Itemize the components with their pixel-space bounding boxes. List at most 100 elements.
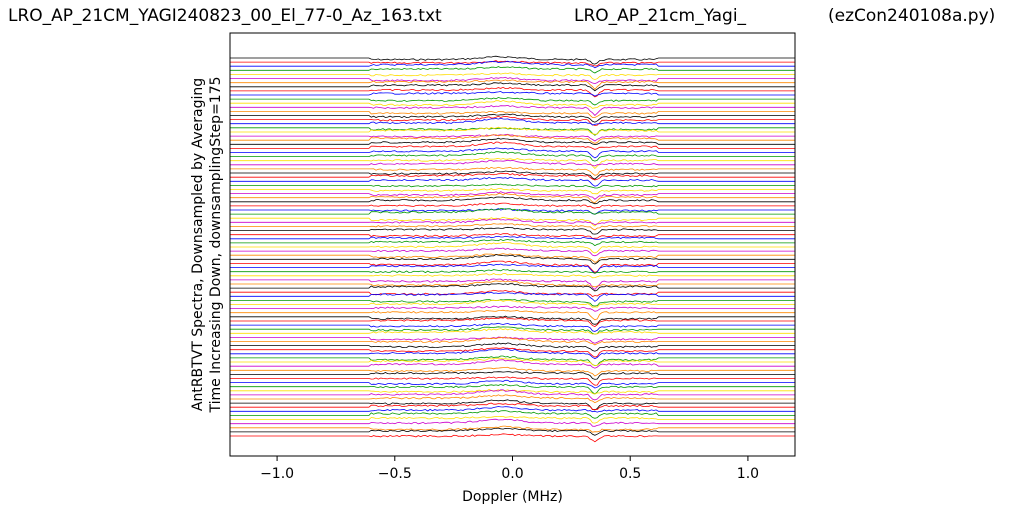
spectrum-trace: [230, 151, 795, 162]
spectrum-trace: [230, 315, 795, 325]
spectrum-trace: [230, 269, 795, 274]
spectrum-trace: [230, 196, 795, 205]
spectrum-trace: [230, 241, 795, 254]
x-axis-ticks: −1.0 −0.5 0.0 0.5 1.0: [260, 456, 759, 482]
spectrum-trace: [230, 60, 795, 69]
spectrum-trace: [230, 238, 795, 247]
plot-frame: [229, 32, 796, 457]
program-title: (ezCon240108a.py): [828, 6, 996, 26]
spectrum-trace: [230, 283, 795, 292]
spectrum-trace: [230, 309, 795, 321]
spectrum-trace: [230, 366, 795, 377]
spectrum-trace: [230, 173, 795, 181]
spectrum-trace: [230, 383, 795, 395]
spectrum-trace: [230, 166, 795, 176]
spectra-traces: [230, 55, 795, 443]
spectrum-trace: [230, 187, 795, 195]
spectrum-trace: [230, 289, 795, 297]
spectrum-trace: [230, 376, 795, 386]
spectrum-trace: [230, 170, 795, 180]
spectrum-trace: [230, 115, 795, 126]
spectrum-trace: [230, 359, 795, 369]
spectrum-trace: [230, 254, 795, 265]
spectrum-trace: [230, 208, 795, 215]
spectrum-trace: [230, 399, 795, 411]
x-tick-label: 1.0: [737, 466, 759, 482]
spectrum-trace: [230, 55, 795, 65]
y-axis-label-line1: AntRBTVT Spectra, Downsampled by Averagi…: [190, 78, 206, 411]
x-tick-label: 0.0: [501, 466, 523, 482]
spectrum-trace: [230, 193, 795, 204]
spectrum-trace: [230, 425, 795, 433]
spectrum-trace: [230, 415, 795, 424]
spectrum-trace: [230, 159, 795, 167]
spectrum-trace: [230, 348, 795, 360]
spectrum-trace: [230, 347, 795, 358]
spectrum-trace: [230, 298, 795, 307]
spectrum-trace: [230, 280, 795, 288]
spectrum-trace: [230, 86, 795, 98]
spectrum-trace: [230, 104, 795, 116]
spectrum-trace: [230, 233, 795, 239]
spectrum-trace: [230, 253, 795, 263]
antenna-title: LRO_AP_21cm_Yagi_: [574, 6, 747, 26]
spectrum-trace: [230, 316, 795, 328]
spectrum-trace: [230, 263, 795, 274]
file-title: LRO_AP_21CM_YAGI240823_00_El_77-0_Az_163…: [8, 6, 442, 26]
spectrum-trace: [230, 218, 795, 226]
spectrum-trace: [230, 91, 795, 97]
spectrum-trace: [230, 299, 795, 308]
spectrum-trace: [230, 223, 795, 231]
spectrum-trace: [230, 235, 795, 240]
spectrum-trace: [230, 126, 795, 135]
spectrum-trace: [230, 336, 795, 346]
spectrum-trace: [230, 82, 795, 92]
spectrum-trace: [230, 176, 795, 187]
x-axis-label: Doppler (MHz): [462, 489, 563, 505]
spectrum-trace: [230, 406, 795, 413]
spectrum-trace: [230, 191, 795, 200]
x-tick-label: −0.5: [378, 466, 412, 482]
spectrum-trace: [230, 410, 795, 419]
spectrum-trace: [230, 66, 795, 74]
spectrum-trace: [230, 389, 795, 401]
spectrum-trace: [230, 433, 795, 443]
spectrum-trace: [230, 100, 795, 109]
spectrum-trace: [230, 117, 795, 126]
spectrum-trace: [230, 260, 795, 273]
spectrum-trace: [230, 371, 795, 380]
spectrum-trace: [230, 96, 795, 106]
spectrum-trace: [230, 147, 795, 159]
y-axis-label-line2: Time Increasing Down, downsamplingStep=1…: [208, 76, 224, 413]
spectrum-trace: [230, 305, 795, 312]
spectrum-trace: [230, 133, 795, 142]
spectrum-trace: [230, 379, 795, 389]
spectrum-trace: [230, 76, 795, 85]
spectrum-trace: [230, 427, 795, 436]
spectrum-trace: [230, 355, 795, 366]
spectrum-trace: [230, 322, 795, 332]
spectrum-trace: [230, 278, 795, 290]
spectrum-trace: [230, 342, 795, 352]
spectrum-trace: [230, 247, 795, 257]
spectrum-trace: [230, 402, 795, 411]
spectrum-trace: [230, 137, 795, 146]
x-tick-label: 0.5: [619, 466, 641, 482]
spectrum-trace: [230, 208, 795, 215]
spectrum-trace: [230, 183, 795, 189]
spectrum-trace: [230, 291, 795, 302]
spectrum-trace: [230, 113, 795, 123]
spectrum-trace: [230, 134, 795, 144]
spectrum-trace: [230, 226, 795, 235]
spectrum-trace: [230, 394, 795, 404]
spectrum-trace: [230, 72, 795, 80]
x-tick-label: −1.0: [260, 466, 294, 482]
spectrum-trace: [230, 110, 795, 118]
spectrum-trace: [230, 336, 795, 344]
spectrum-trace: [230, 418, 795, 427]
spectrum-trace: [230, 216, 795, 227]
spectrum-trace: [230, 157, 795, 169]
spectrum-trace: [230, 326, 795, 335]
spectrum-trace: [230, 79, 795, 91]
